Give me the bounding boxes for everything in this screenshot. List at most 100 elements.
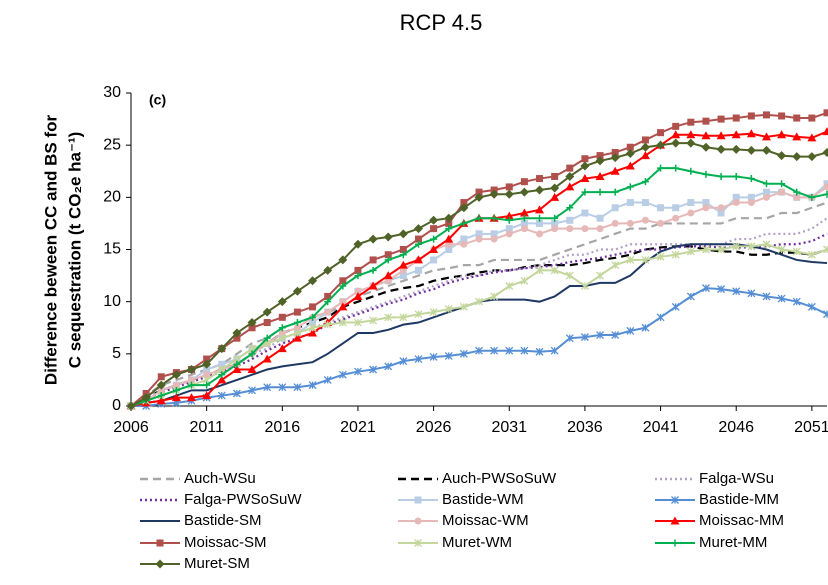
marker <box>217 375 227 384</box>
marker <box>580 161 590 171</box>
marker <box>520 178 528 186</box>
marker <box>339 277 347 285</box>
marker <box>384 362 393 371</box>
marker <box>398 260 408 269</box>
marker <box>823 245 828 254</box>
marker <box>550 346 559 355</box>
marker <box>823 183 828 191</box>
marker <box>399 246 407 253</box>
marker <box>293 383 302 392</box>
marker <box>581 225 589 233</box>
marker <box>414 240 422 248</box>
marker <box>595 171 605 180</box>
marker <box>520 219 528 227</box>
marker <box>414 355 423 364</box>
legend-item: Muret-WM <box>398 534 512 551</box>
legend-item: Muret-SM <box>140 555 250 572</box>
marker <box>717 204 725 212</box>
marker <box>278 334 287 343</box>
x-tick-label: 2021 <box>340 419 376 436</box>
marker <box>732 199 740 207</box>
marker <box>202 391 212 400</box>
marker <box>475 188 483 196</box>
marker <box>732 172 740 180</box>
marker <box>520 225 528 233</box>
marker <box>596 271 605 280</box>
marker <box>641 323 650 332</box>
marker <box>792 247 801 256</box>
marker <box>672 164 680 172</box>
marker <box>430 225 438 233</box>
marker <box>262 307 272 317</box>
marker <box>188 376 196 384</box>
marker <box>309 313 317 321</box>
marker <box>580 282 589 290</box>
marker <box>519 208 529 217</box>
marker <box>277 297 287 307</box>
marker <box>413 224 423 234</box>
marker <box>414 235 422 243</box>
marker <box>232 364 242 373</box>
marker <box>566 164 574 172</box>
marker <box>157 386 165 394</box>
marker <box>155 559 165 569</box>
marker <box>156 380 166 390</box>
marker <box>536 219 544 227</box>
marker <box>172 386 180 394</box>
y-axis-label: Difference beween CC and BS for <box>41 115 60 386</box>
legend-item: Bastide-SM <box>140 512 262 529</box>
marker <box>262 354 272 363</box>
marker <box>490 292 499 301</box>
marker <box>429 215 439 225</box>
marker <box>353 239 363 249</box>
marker <box>474 192 484 202</box>
marker <box>580 333 589 342</box>
marker <box>731 144 741 154</box>
marker <box>232 389 241 398</box>
marker <box>505 183 513 191</box>
marker <box>156 396 166 405</box>
marker <box>126 401 136 411</box>
marker <box>399 357 408 366</box>
marker <box>188 381 196 389</box>
marker <box>641 199 649 207</box>
marker <box>761 132 771 141</box>
marker <box>383 232 393 242</box>
marker <box>807 250 816 259</box>
marker <box>429 245 439 253</box>
marker <box>292 286 302 296</box>
marker <box>807 152 817 162</box>
marker <box>687 209 695 217</box>
marker <box>354 272 362 280</box>
legend-item: Falga-WSu <box>655 470 774 487</box>
legend-label: Bastide-SM <box>184 512 262 529</box>
marker <box>354 266 362 274</box>
marker <box>596 225 604 233</box>
marker <box>505 225 513 233</box>
legend-item: Muret-MM <box>655 534 767 551</box>
marker <box>777 151 787 161</box>
marker <box>581 209 589 217</box>
marker <box>672 214 680 222</box>
marker <box>263 383 272 392</box>
marker <box>475 235 483 243</box>
marker <box>460 219 468 227</box>
marker <box>399 251 407 259</box>
x-tick-label: 2006 <box>113 419 149 436</box>
marker <box>793 193 801 201</box>
marker <box>157 373 165 381</box>
marker <box>626 199 634 207</box>
x-tick-label: 2011 <box>189 419 224 436</box>
marker <box>640 142 650 152</box>
marker <box>701 142 711 152</box>
marker <box>490 235 498 243</box>
marker <box>490 346 499 355</box>
marker <box>716 131 726 140</box>
marker <box>187 393 197 402</box>
marker <box>732 287 741 296</box>
marker <box>686 130 696 139</box>
marker <box>762 188 770 196</box>
marker <box>716 144 726 154</box>
marker <box>520 346 529 355</box>
marker <box>808 114 816 122</box>
